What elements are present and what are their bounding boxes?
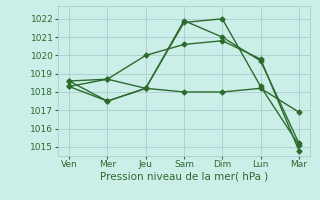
X-axis label: Pression niveau de la mer( hPa ): Pression niveau de la mer( hPa ) [100,172,268,182]
